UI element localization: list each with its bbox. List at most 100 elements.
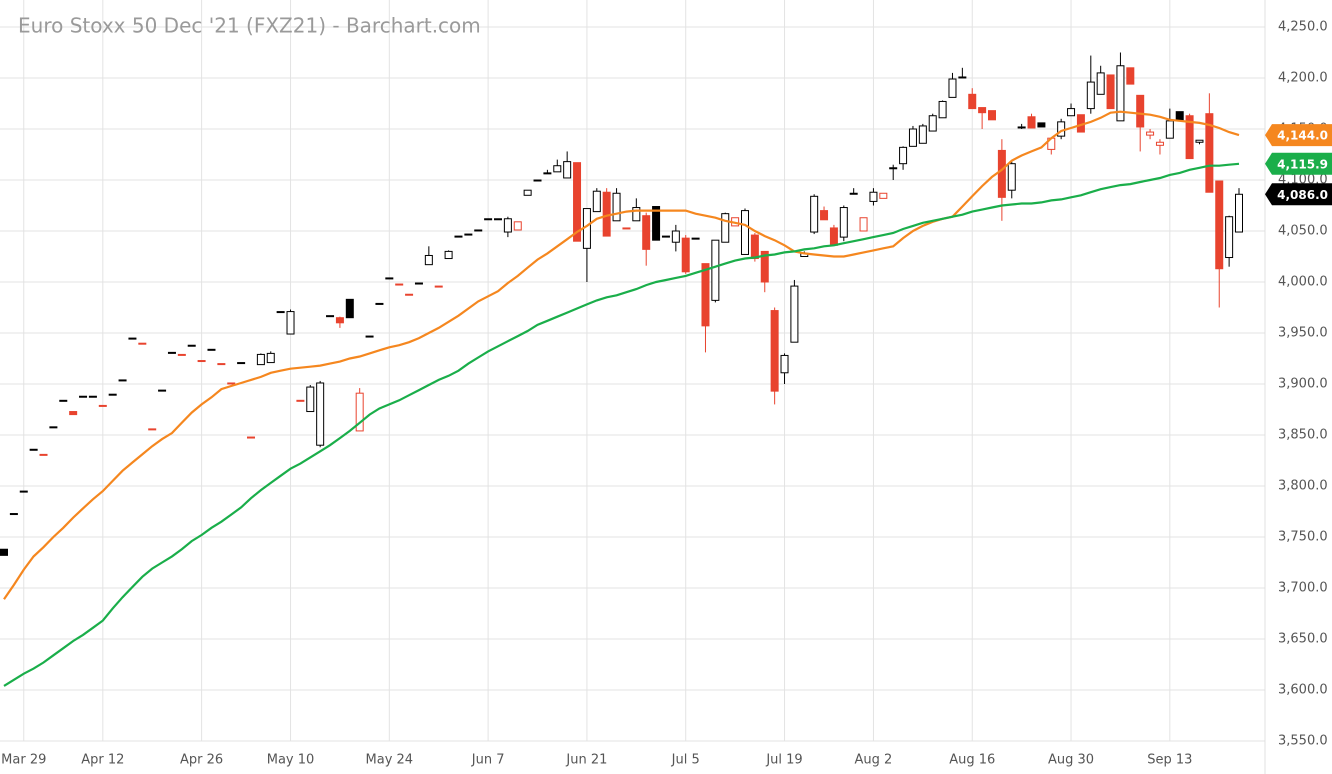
candle-body — [326, 315, 335, 318]
candle-body — [98, 404, 107, 407]
candle-body — [395, 283, 404, 286]
last-value-badge — [1265, 124, 1332, 147]
candle-body — [434, 285, 443, 288]
candle-body — [414, 282, 423, 285]
candle-body — [237, 362, 246, 365]
candle-body — [592, 190, 601, 213]
x-tick-label: Sep 13 — [1147, 753, 1192, 768]
candle-body — [29, 448, 38, 451]
candle-body — [958, 76, 967, 79]
candle-body — [365, 335, 374, 338]
candle-body — [474, 229, 483, 232]
candle-body — [1205, 113, 1214, 193]
candle-body — [928, 115, 937, 132]
candle-body — [780, 354, 789, 374]
candle-body — [908, 128, 917, 147]
last-value-label: 4,086.0 — [1277, 188, 1328, 202]
candle-body — [879, 192, 888, 199]
candle-body — [197, 360, 206, 363]
candle-body — [1225, 216, 1234, 259]
candle-body — [859, 217, 868, 232]
y-tick-label: 3,750.0 — [1278, 530, 1328, 545]
y-tick-label: 4,000.0 — [1278, 275, 1328, 290]
candle-body — [49, 426, 58, 429]
candle-body — [839, 207, 848, 238]
candle-body — [701, 263, 710, 327]
candle-body — [918, 125, 927, 144]
candle-body — [217, 363, 226, 366]
candle-body — [869, 191, 878, 202]
x-tick-label: Jul 5 — [671, 753, 700, 768]
candle-body — [306, 386, 315, 413]
y-tick-label: 3,550.0 — [1278, 734, 1328, 749]
candle-body — [889, 167, 898, 170]
x-tick-label: Jun 21 — [565, 753, 607, 768]
candle-body — [207, 348, 216, 351]
candle-body — [899, 146, 908, 165]
y-tick-label: 3,800.0 — [1278, 479, 1328, 494]
candle-body — [1195, 139, 1204, 143]
x-tick-label: May 10 — [267, 753, 315, 768]
y-tick-label: 4,250.0 — [1278, 20, 1328, 35]
candle-body — [69, 411, 78, 416]
candle-body — [523, 189, 532, 196]
candle-body — [533, 179, 542, 182]
y-tick-label: 3,600.0 — [1278, 683, 1328, 698]
grid — [0, 0, 1265, 742]
candle-body — [503, 218, 512, 233]
candle-body — [138, 342, 147, 345]
candle-body — [681, 237, 690, 273]
candle-body — [345, 298, 354, 319]
candle-body — [355, 392, 364, 432]
candle-body — [711, 239, 720, 301]
candle-body — [454, 235, 463, 238]
y-tick-label: 4,050.0 — [1278, 224, 1328, 239]
last-value-label: 4,115.9 — [1277, 157, 1328, 171]
y-tick-label: 3,650.0 — [1278, 632, 1328, 647]
candle-body — [1136, 94, 1145, 128]
candle-body — [227, 382, 236, 385]
candle-body — [997, 149, 1006, 198]
candle-body — [424, 254, 433, 266]
candle-body — [1096, 72, 1105, 95]
candle-body — [39, 453, 48, 456]
candle-body — [1185, 115, 1194, 160]
candle-body — [444, 250, 453, 260]
candle-body — [247, 436, 255, 439]
x-tick-label: Apr 26 — [180, 753, 223, 768]
candle-body — [829, 227, 838, 246]
candle-body — [652, 206, 661, 241]
candle-body — [1007, 163, 1016, 191]
y-tick-label: 3,900.0 — [1278, 377, 1328, 392]
y-tick-label: 3,950.0 — [1278, 326, 1328, 341]
candle-body — [988, 110, 996, 121]
x-tick-label: Aug 16 — [949, 753, 995, 768]
candle-body — [938, 100, 947, 119]
candle-body — [108, 393, 117, 396]
x-tick-label: Jun 7 — [471, 753, 505, 768]
candle-body — [385, 277, 394, 280]
candle-body — [513, 221, 522, 231]
y-tick-label: 3,700.0 — [1278, 581, 1328, 596]
candle-body — [770, 310, 779, 392]
candle-body — [405, 293, 414, 296]
candle-body — [187, 344, 196, 347]
line-series — [3, 110, 1240, 600]
marks — [0, 52, 1243, 687]
candle-body — [721, 213, 730, 243]
candle-body — [148, 428, 157, 431]
candle-body — [177, 353, 186, 356]
candle-body — [464, 233, 473, 236]
candle-body — [968, 93, 977, 110]
candle-body — [849, 192, 858, 195]
candle-body — [820, 210, 829, 221]
candle-body — [484, 218, 493, 221]
candle-body — [316, 382, 325, 446]
candle-body — [978, 107, 987, 114]
candle-body — [750, 234, 759, 260]
candle-body — [691, 237, 700, 240]
candle-body — [494, 218, 502, 221]
candle-body — [948, 78, 957, 98]
candle-body — [158, 389, 167, 392]
